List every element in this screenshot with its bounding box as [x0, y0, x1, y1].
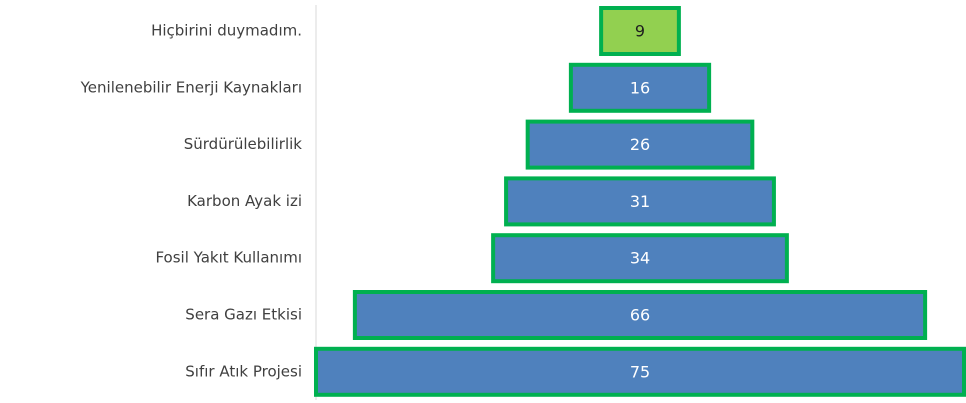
- category-label: Yenilenebilir Enerji Kaynakları: [80, 78, 302, 96]
- data-label: 9: [635, 22, 645, 41]
- bar: [491, 233, 789, 284]
- category-label: Sıfır Atık Projesi: [185, 362, 302, 380]
- data-labels: 9 16 26 31 34 66 75: [630, 22, 650, 382]
- bar: [599, 6, 681, 56]
- data-label: 31: [630, 192, 650, 211]
- data-label: 16: [630, 78, 650, 97]
- category-label: Sera Gazı Etkisi: [185, 306, 302, 324]
- data-label: 66: [630, 306, 650, 325]
- bar: [568, 62, 712, 113]
- bar: [314, 346, 966, 397]
- category-label: Hiçbirini duymadım.: [151, 22, 302, 40]
- category-labels: Hiçbirini duymadım. Yenilenebilir Enerji …: [80, 22, 303, 381]
- bar: [525, 119, 755, 170]
- bars: [314, 6, 966, 397]
- category-label: Sürdürülebilirlik: [184, 135, 303, 153]
- data-label: 34: [630, 249, 650, 268]
- data-label: 26: [630, 135, 650, 154]
- bar: [504, 176, 776, 227]
- data-label: 75: [630, 362, 650, 381]
- bar: [352, 290, 928, 340]
- category-label: Karbon Ayak izi: [187, 192, 302, 210]
- category-label: Fosil Yakıt Kullanımı: [155, 249, 302, 267]
